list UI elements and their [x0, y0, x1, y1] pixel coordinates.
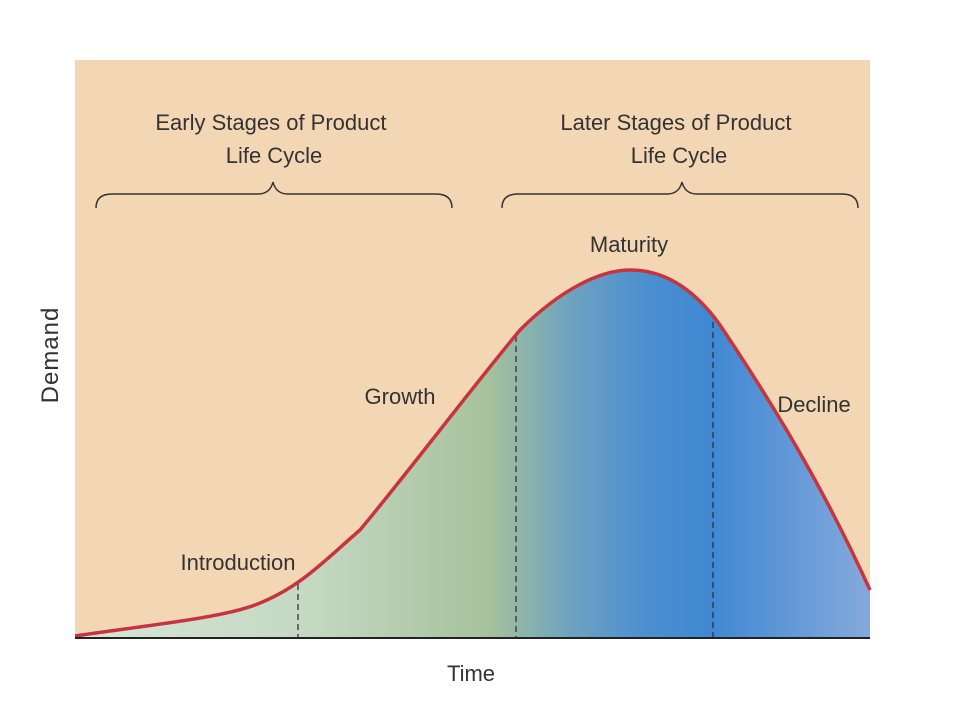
x-axis-label: Time: [447, 661, 495, 686]
stage-label-decline: Decline: [777, 392, 850, 417]
demand-curve: [74, 268, 872, 638]
stage-label-maturity: Maturity: [590, 232, 668, 257]
later-stages-label: Later Stages of Product Life Cycle: [560, 110, 797, 168]
demand-area: [75, 270, 870, 638]
early-stages-label: Early Stages of Product Life Cycle: [155, 110, 392, 168]
y-axis-label: Demand: [37, 307, 64, 404]
stage-label-growth: Growth: [365, 384, 436, 409]
stage-label-introduction: Introduction: [181, 550, 296, 575]
later-stages-brace: [501, 181, 859, 209]
early-stages-brace: [95, 181, 453, 209]
